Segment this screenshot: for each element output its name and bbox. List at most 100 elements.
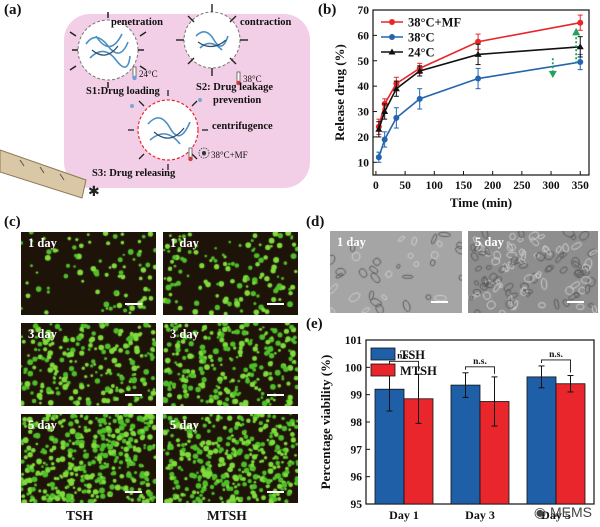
data-point: [375, 154, 382, 161]
y-tick-label: 30: [358, 107, 370, 119]
label-s2b: prevention: [213, 95, 262, 106]
y-tick-label: 97: [351, 444, 363, 456]
data-point: [577, 59, 584, 66]
plot-frame: [372, 9, 590, 176]
y-axis-label: Release drug (%): [332, 44, 347, 141]
label-s2a: S2: Drug leakage: [196, 82, 273, 93]
micrograph-label: 1 day: [28, 236, 57, 250]
y-tick-label: 100: [345, 362, 363, 374]
data-point: [392, 85, 400, 92]
significance-label: n.s.: [549, 350, 563, 360]
panel-label-d: (d): [306, 214, 325, 230]
label-penetration: penetration: [111, 17, 163, 28]
data-point: [375, 125, 383, 132]
scale-bar: [267, 303, 284, 305]
x-tick-label: Day 5: [541, 508, 571, 522]
x-tick-label: 0: [373, 180, 379, 192]
column-label-tsh: TSH: [66, 508, 94, 523]
bar: [526, 376, 557, 505]
data-point: [381, 136, 388, 143]
arrow-head: [548, 70, 557, 78]
significance-bracket: [389, 360, 419, 372]
y-axis-label: Percentage viability (%): [318, 355, 333, 490]
legend-label: 38°C: [408, 31, 435, 45]
label-contraction: contraction: [240, 17, 292, 28]
micrograph-tsh-day3: 3 day: [21, 323, 156, 406]
series-line-1: [378, 61, 581, 158]
data-point: [576, 43, 584, 50]
y-tick-label: 10: [358, 157, 370, 169]
x-tick-label: Day 3: [465, 508, 495, 522]
label-s3: S3: Drug releasing: [92, 168, 176, 179]
micrograph-label: 3 day: [170, 327, 199, 341]
data-point: [475, 38, 482, 45]
micrograph-mtsh-day3: 3 day: [163, 323, 298, 406]
watermark: ◉ MEMS: [533, 504, 592, 520]
data-point: [577, 19, 584, 26]
legend-label: 24°C: [408, 46, 435, 60]
scale-bar: [267, 394, 284, 396]
label-s1: S1:Drug loading: [86, 86, 160, 97]
legend-marker: [389, 19, 395, 25]
micrograph-label: 1 day: [170, 236, 199, 250]
x-tick-label: 350: [572, 180, 590, 192]
brightfield-day5: 5 day: [468, 231, 598, 313]
panel-label-a: (a): [4, 2, 22, 18]
scale-bar: [431, 301, 448, 303]
data-point: [475, 75, 482, 82]
significance-bracket: [541, 359, 571, 373]
particle-s1-icon: [69, 12, 147, 88]
data-point: [381, 108, 389, 115]
y-tick-label: 20: [358, 132, 370, 144]
scale-bar: [267, 491, 284, 493]
label-temp-38mf: 38°C+MF: [211, 150, 248, 160]
legend-label: TSH: [400, 348, 425, 362]
y-tick-label: 70: [358, 5, 370, 17]
y-tick-label: 50: [358, 56, 370, 68]
magnet-field-icon: [198, 147, 210, 159]
micrograph-mtsh-day5: 5 day: [163, 414, 298, 503]
release-chart: 0 50 100 150 200 250 300 350 10 20 30 40 50 60 70 Time …: [332, 5, 590, 210]
x-tick-label: 50: [399, 180, 411, 192]
scale-bar: [125, 491, 142, 493]
thermometer-icon: [132, 66, 137, 81]
panel-label-b: (b): [318, 2, 337, 18]
viability-chart: 95 96 97 98 99 100 101 Percentage viability (%)…: [318, 335, 595, 522]
x-tick-label: Day 1: [389, 508, 419, 522]
x-tick-label: 300: [542, 180, 560, 192]
micrograph-label: 1 day: [337, 235, 366, 249]
panel-label-e: (e): [306, 316, 323, 332]
syringe-icon: ✱: [0, 149, 100, 200]
data-point: [416, 67, 424, 74]
y-tick-label: 60: [358, 30, 370, 42]
legend-label: MTSH: [400, 364, 437, 378]
label-temp-38: 38°C: [243, 74, 262, 84]
schematic-drawing: ✱: [0, 4, 248, 200]
micrograph-tsh-day1: 1 day: [21, 232, 156, 315]
x-tick-label: 150: [455, 180, 473, 192]
data-point: [416, 95, 423, 102]
y-tick-label: 96: [351, 472, 363, 484]
x-tick-label: 250: [513, 180, 531, 192]
scale-bar: [567, 301, 584, 303]
y-tick-label: 98: [351, 417, 363, 429]
bar: [450, 384, 481, 505]
svg-text:✱: ✱: [88, 185, 100, 200]
y-tick-label: 40: [358, 81, 370, 93]
micrograph-mtsh-day1: 1 day: [163, 232, 298, 315]
legend-swatch: [370, 347, 396, 361]
series-line-2: [378, 46, 581, 130]
legend-label: 38°C+MF: [408, 16, 461, 30]
panel-label-c: (c): [4, 214, 21, 230]
scale-bar: [125, 394, 142, 396]
data-point: [393, 114, 400, 121]
bar: [555, 383, 586, 505]
label-centrifugence: centrifugence: [212, 121, 273, 132]
watermark-text: MEMS: [550, 504, 592, 520]
y-tick-label: 101: [345, 335, 363, 347]
thermometer-icon: [188, 147, 193, 162]
y-tick-label: 95: [351, 499, 363, 511]
brightfield-day1: 1 day: [330, 231, 462, 313]
micrograph-label: 5 day: [475, 235, 504, 249]
